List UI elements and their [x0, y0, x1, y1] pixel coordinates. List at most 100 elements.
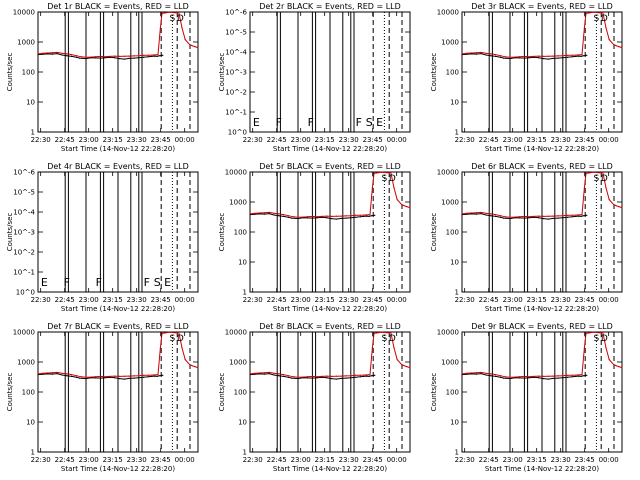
x-tick-label: 23:30	[339, 296, 359, 304]
events-point	[578, 215, 580, 217]
lld-point	[147, 54, 149, 56]
x-tick-label: 23:30	[339, 456, 359, 464]
x-axis-label: Start Time (14-Nov-12 22:28:20)	[61, 305, 175, 313]
events-point	[350, 217, 352, 219]
lld-point	[543, 55, 545, 58]
events-point	[143, 376, 145, 378]
lld-point	[114, 375, 116, 377]
lld-point	[345, 375, 347, 377]
lld-point	[143, 54, 145, 56]
x-tick-label: 22:30	[455, 136, 475, 144]
panel-title: Det 5r BLACK = Events, RED = LLD	[259, 162, 401, 171]
y-tick-label: 10^-3	[13, 229, 35, 237]
panel-7: Det 7r BLACK = Events, RED = LLD Counts/s…	[6, 322, 199, 473]
lld-point	[302, 376, 304, 378]
events-point	[350, 377, 352, 379]
lld-point	[307, 216, 309, 218]
lld-point	[311, 215, 313, 217]
x-tick-label: 22:45	[55, 296, 75, 304]
events-point	[371, 375, 373, 377]
lld-point	[268, 211, 270, 213]
x-tick-label: 22:30	[455, 296, 475, 304]
x-tick-label: 22:45	[55, 136, 75, 144]
lld-point	[485, 372, 487, 374]
lld-point	[409, 207, 411, 209]
x-tick-label: 00:00	[599, 136, 619, 144]
event-flag-label: F	[276, 116, 282, 129]
lld-point	[471, 212, 473, 214]
events-point	[128, 377, 130, 379]
x-tick-label: 22:30	[243, 296, 263, 304]
y-tick-label: 10000	[225, 169, 247, 177]
lld-point	[350, 215, 352, 217]
lld-point	[613, 364, 615, 366]
event-flag-label: D	[601, 14, 608, 24]
x-tick-label: 23:15	[103, 136, 123, 144]
lld-point	[42, 372, 44, 374]
lld-point	[602, 11, 604, 13]
lld-point	[75, 375, 77, 377]
y-tick-label: 10000	[437, 169, 459, 177]
events-point	[138, 57, 140, 59]
events-point	[287, 376, 289, 378]
events-point	[495, 215, 497, 217]
events-point	[519, 217, 521, 219]
events-point	[95, 57, 97, 59]
events-point	[335, 378, 337, 380]
lld-point	[359, 214, 361, 216]
lld-point	[562, 215, 564, 217]
y-axis-label: Counts/sec	[430, 373, 438, 412]
lld-point	[514, 56, 516, 58]
lld-point	[85, 56, 87, 58]
events-point	[475, 213, 477, 215]
panel-5: Det 5r BLACK = Events, RED = LLD Counts/s…	[218, 162, 411, 313]
event-flag-label: S	[594, 14, 600, 24]
lld-point	[485, 52, 487, 54]
events-point	[355, 216, 357, 218]
y-tick-label: 10000	[437, 9, 459, 17]
lld-point	[592, 11, 594, 13]
events-point	[547, 378, 550, 380]
x-tick-label: 23:00	[291, 456, 311, 464]
y-tick-label: 10^-1	[13, 269, 35, 277]
y-tick-label: 10^-6	[225, 9, 247, 17]
events-point	[366, 215, 368, 217]
events-point	[533, 56, 535, 58]
lld-point	[99, 55, 101, 58]
events-point	[471, 373, 473, 375]
x-tick-label: 22:45	[267, 296, 287, 304]
lld-point	[557, 375, 559, 377]
lld-point	[589, 332, 591, 334]
lld-point	[583, 27, 586, 29]
event-flag-label: S	[366, 116, 373, 129]
events-point	[61, 374, 63, 376]
y-tick-label: 10^-2	[225, 89, 247, 97]
event-flag-label: E	[253, 116, 260, 129]
events-point	[162, 374, 164, 376]
y-tick-label: 100	[234, 389, 247, 397]
event-flag-label: D	[177, 14, 184, 24]
lld-point	[599, 12, 601, 14]
y-tick-label: 10	[450, 259, 459, 267]
lld-point	[406, 366, 408, 368]
lld-point	[331, 375, 333, 377]
lld-point	[189, 44, 191, 46]
x-tick-label: 23:45	[151, 136, 171, 144]
events-point	[259, 373, 261, 375]
events-point	[503, 377, 505, 379]
lld-point	[621, 207, 623, 209]
x-tick-label: 22:45	[479, 296, 499, 304]
lld-point	[345, 215, 347, 217]
events-point	[254, 373, 256, 375]
lld-point	[387, 172, 389, 174]
events-point	[538, 377, 540, 379]
events-point	[99, 377, 101, 379]
events-point	[71, 375, 73, 377]
lld-point	[297, 376, 299, 378]
x-tick-label: 23:15	[527, 296, 547, 304]
y-tick-label: 100	[234, 229, 247, 237]
lld-point	[571, 54, 574, 56]
events-point	[104, 377, 106, 379]
panel-1: Det 1r BLACK = Events, RED = LLD Counts/s…	[6, 2, 199, 153]
lld-point	[380, 331, 382, 333]
